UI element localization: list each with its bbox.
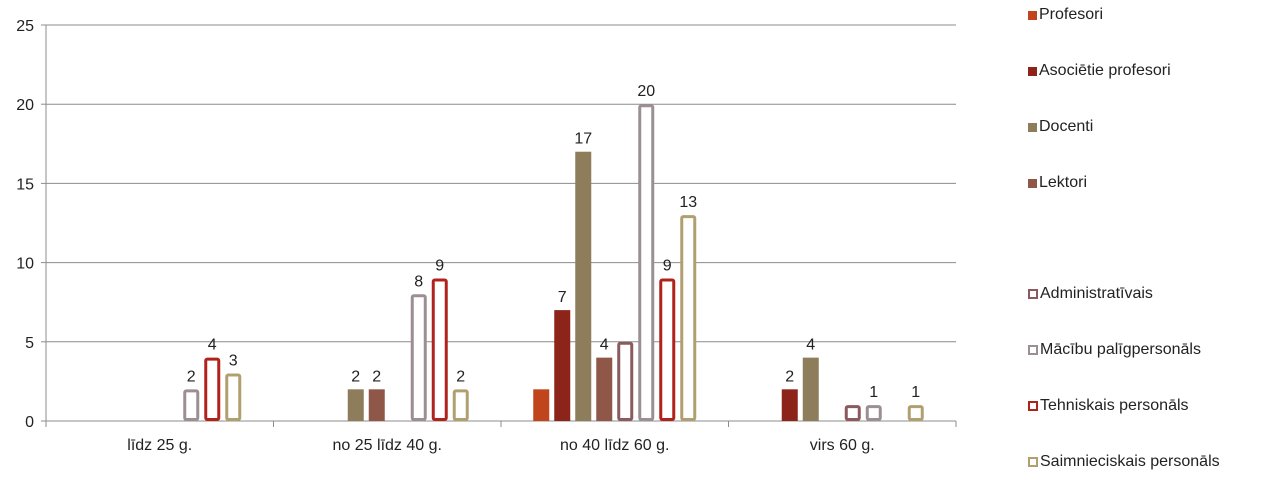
bar <box>865 405 882 422</box>
data-label: 8 <box>414 273 423 290</box>
legend-label: Asociētie profesori <box>1039 62 1171 79</box>
bar <box>659 278 676 421</box>
legend-swatch <box>1028 401 1038 411</box>
bar <box>554 310 571 421</box>
x-tick-label: no 25 līdz 40 g. <box>333 437 442 454</box>
x-axis: līdz 25 g. no 25 līdz 40 g. no 40 līdz 60 … <box>45 420 957 454</box>
legend-swatch <box>1028 66 1037 76</box>
y-tick-label: 15 <box>16 176 34 193</box>
legend-item: Administratīvais <box>1028 285 1153 303</box>
data-label: 20 <box>637 83 655 100</box>
data-label: 13 <box>679 194 697 211</box>
legend-item: Lektori <box>1028 174 1087 192</box>
legend-label: Administratīvais <box>1040 285 1153 302</box>
bar <box>638 104 655 421</box>
legend-label: Tehniskais personāls <box>1040 397 1189 414</box>
x-tick-label: no 40 līdz 60 g. <box>560 437 669 454</box>
legend-item: Mācību palīgpersonāls <box>1028 341 1201 359</box>
data-label: 9 <box>435 257 444 274</box>
data-label: 7 <box>558 289 567 306</box>
data-label: 2 <box>785 368 794 385</box>
bar <box>617 341 634 421</box>
bar <box>533 389 550 421</box>
bar <box>781 389 798 421</box>
bar <box>410 294 427 421</box>
data-label: 2 <box>187 368 196 385</box>
data-label: 4 <box>600 337 609 354</box>
bar <box>225 373 242 422</box>
bar <box>575 151 592 421</box>
bar <box>452 389 469 422</box>
gridlines <box>46 24 956 422</box>
legend-item: Docenti <box>1028 118 1093 136</box>
bar <box>347 389 364 421</box>
data-label: 9 <box>663 257 672 274</box>
legend-item: Asociētie profesori <box>1028 62 1171 80</box>
bar <box>802 357 819 421</box>
data-label: 2 <box>372 368 381 385</box>
legend-item: Saimnieciskais personāls <box>1028 453 1220 471</box>
bar <box>368 389 385 421</box>
legend-swatch <box>1028 178 1037 188</box>
legend-label: Docenti <box>1039 118 1094 135</box>
data-label: 4 <box>806 337 815 354</box>
x-tick-label: līdz 25 g. <box>127 437 192 454</box>
legend-swatch <box>1028 345 1038 355</box>
data-label: 3 <box>229 352 238 369</box>
legend-item: Tehniskais personāls <box>1028 397 1189 415</box>
legend-label: Mācību palīgpersonāls <box>1040 341 1201 358</box>
bar <box>204 357 221 422</box>
y-axis: 0 5 10 15 20 25 <box>16 18 47 431</box>
bar <box>844 405 861 422</box>
legend: Profesori Asociētie profesori Docenti Lekto… <box>1028 0 1281 483</box>
bar <box>183 389 200 422</box>
legend-swatch <box>1028 457 1038 467</box>
bars <box>183 104 924 422</box>
bar <box>907 405 924 422</box>
y-tick-label: 25 <box>16 18 34 35</box>
legend-swatch <box>1028 10 1037 20</box>
legend-label: Saimnieciskais personāls <box>1040 453 1220 470</box>
legend-swatch <box>1028 122 1037 132</box>
y-tick-label: 5 <box>25 335 34 352</box>
y-tick-label: 10 <box>16 256 34 273</box>
x-tick-label: virs 60 g. <box>810 437 875 454</box>
legend-item: Profesori <box>1028 6 1103 24</box>
legend-swatch <box>1028 289 1038 299</box>
bar <box>596 357 613 421</box>
data-label: 2 <box>351 368 360 385</box>
legend-label: Profesori <box>1039 6 1104 23</box>
legend-label: Lektori <box>1039 174 1088 191</box>
bar <box>680 215 697 421</box>
data-label: 4 <box>208 337 217 354</box>
data-label: 17 <box>574 131 592 148</box>
data-label: 1 <box>869 384 878 401</box>
data-label: 1 <box>911 384 920 401</box>
data-label: 2 <box>456 368 465 385</box>
y-tick-label: 20 <box>16 97 34 114</box>
y-tick-label: 0 <box>25 414 34 431</box>
bar <box>431 278 448 421</box>
